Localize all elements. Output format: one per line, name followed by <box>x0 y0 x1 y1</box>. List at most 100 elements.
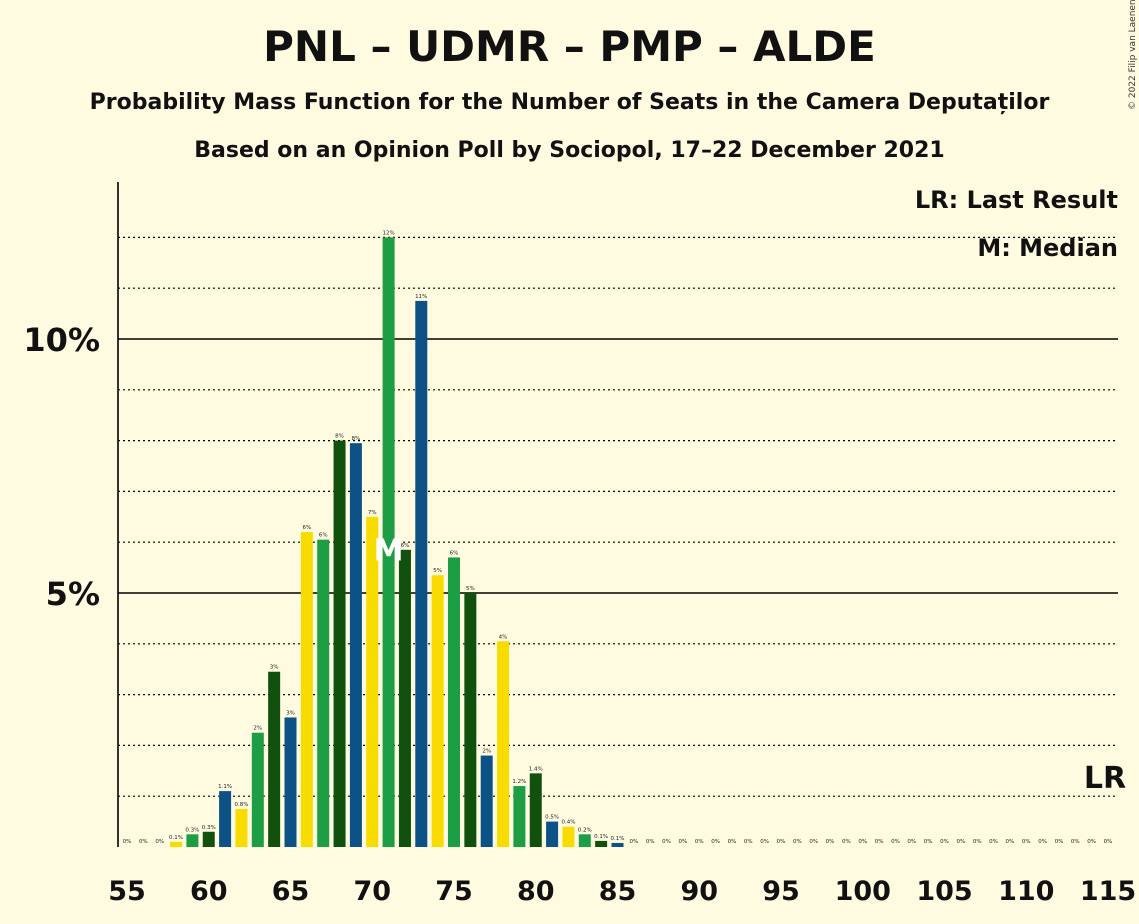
bar-seat-77 <box>480 755 493 847</box>
bar-label-seat-60: 0.3% <box>202 825 216 831</box>
bar-seat-82 <box>562 826 575 847</box>
bar-label-seat-115: 0% <box>1104 839 1113 845</box>
bar-label-seat-58: 0.1% <box>169 835 183 841</box>
bar-label-seat-107: 0% <box>973 839 982 845</box>
x-tick-label: 100 <box>835 876 891 907</box>
bar-label-seat-72: 6% <box>401 543 410 549</box>
bar-label-seat-90: 0% <box>695 839 704 845</box>
bar-label-seat-64: 3% <box>270 665 279 671</box>
bars <box>170 237 624 847</box>
bar-label-seat-88: 0% <box>662 839 671 845</box>
bar-label-seat-114: 0% <box>1087 839 1096 845</box>
x-tick-label: 85 <box>599 876 637 907</box>
bar-label-seat-55: 0% <box>123 839 132 845</box>
bar-seat-74 <box>431 575 444 847</box>
bar-label-seat-111: 0% <box>1038 839 1047 845</box>
bar-label-seat-65: 3% <box>286 710 295 716</box>
bar-seat-59 <box>186 834 199 847</box>
bar-seat-80 <box>529 773 542 847</box>
bar-value-labels: 0% 0% 0%0.1%0.3% 0.3%1.1%0.8%2%3%3%6%6%8% 8%… <box>123 230 1113 845</box>
bar-label-seat-91: 0% <box>711 839 720 845</box>
bar-label-seat-84: 0.1% <box>594 834 608 840</box>
bar-label-seat-76: 5% <box>466 586 475 592</box>
bar-seat-71 <box>382 237 395 847</box>
bar-seat-76 <box>464 593 477 847</box>
bar-label-seat-100: 0% <box>858 839 867 845</box>
gridlines <box>118 236 1118 797</box>
bar-label-seat-61: 1.1% <box>218 784 232 790</box>
x-tick-label: 65 <box>272 876 310 907</box>
x-tick-label: 60 <box>190 876 228 907</box>
chart-source-line: Based on an Opinion Poll by Sociopol, 17… <box>194 138 945 163</box>
y-tick-label: 10% <box>23 321 100 359</box>
bar-seat-58 <box>170 841 183 847</box>
bar-seat-73 <box>415 300 428 847</box>
bar-label-seat-98: 0% <box>826 839 835 845</box>
x-tick-label: 95 <box>762 876 800 907</box>
bar-label-seat-95: 0% <box>777 839 786 845</box>
bar-seat-63 <box>251 732 264 847</box>
bar-label-seat-109: 0% <box>1006 839 1015 845</box>
bar-seat-69 <box>349 443 362 847</box>
bar-seat-61 <box>219 791 232 847</box>
legend-median: M: Median <box>977 234 1118 262</box>
bar-seat-79 <box>513 786 526 847</box>
bar-label-seat-86: 0% <box>629 839 638 845</box>
bar-label-seat-108: 0% <box>989 839 998 845</box>
x-tick-label: 75 <box>435 876 473 907</box>
bar-seat-66 <box>300 532 313 847</box>
bar-seat-75 <box>448 557 460 847</box>
bar-label-seat-101: 0% <box>875 839 884 845</box>
bar-label-seat-99: 0% <box>842 839 851 845</box>
bar-label-seat-70: 7% <box>368 510 377 516</box>
bar-seat-72 <box>398 549 411 847</box>
bar-seat-84 <box>595 840 608 847</box>
legend-last-result: LR: Last Result <box>914 186 1118 214</box>
last-result-marker: LR <box>1084 761 1126 796</box>
bar-label-seat-97: 0% <box>809 839 818 845</box>
bar-label-seat-69: 8% <box>352 436 361 442</box>
bar-seat-83 <box>578 834 591 847</box>
x-tick-label: 115 <box>1080 876 1136 907</box>
bar-label-seat-82: 0.4% <box>561 820 575 826</box>
bar-seat-85 <box>611 842 624 847</box>
markers: M LR <box>374 533 1126 796</box>
x-tick-label: 70 <box>353 876 391 907</box>
bar-label-seat-56: 0% <box>139 839 148 845</box>
median-marker: M <box>374 533 404 568</box>
bar-label-seat-59: 0.3% <box>185 827 199 833</box>
x-tick-label: 90 <box>680 876 718 907</box>
bar-label-seat-79: 1.2% <box>512 779 526 785</box>
bar-label-seat-92: 0% <box>728 839 737 845</box>
bar-label-seat-77: 2% <box>482 749 491 755</box>
bar-label-seat-112: 0% <box>1055 839 1064 845</box>
bar-label-seat-81: 0.5% <box>545 815 559 821</box>
bar-seat-64 <box>268 671 281 847</box>
bar-label-seat-57: 0% <box>155 839 164 845</box>
bar-label-seat-83: 0.2% <box>578 827 592 833</box>
bar-seat-60 <box>202 831 215 847</box>
x-tick-label: 110 <box>998 876 1054 907</box>
bar-label-seat-68: 8% <box>335 434 344 440</box>
bar-seat-65 <box>284 717 297 847</box>
bar-label-seat-89: 0% <box>679 839 688 845</box>
bar-label-seat-94: 0% <box>760 839 769 845</box>
bar-label-seat-80: 1.4% <box>529 766 543 772</box>
bar-label-seat-71: 12% <box>382 230 394 236</box>
bar-seat-81 <box>546 821 559 847</box>
bar-seat-62 <box>235 808 248 847</box>
bar-label-seat-78: 4% <box>499 634 508 640</box>
x-tick-label: 55 <box>108 876 146 907</box>
bar-label-seat-93: 0% <box>744 839 753 845</box>
bar-label-seat-73: 11% <box>415 294 427 300</box>
bar-seat-70 <box>366 516 379 847</box>
bar-label-seat-113: 0% <box>1071 839 1080 845</box>
bar-seat-78 <box>497 641 510 847</box>
chart-title: PNL – UDMR – PMP – ALDE <box>263 22 876 71</box>
bar-label-seat-110: 0% <box>1022 839 1031 845</box>
x-tick-label: 80 <box>517 876 555 907</box>
bar-label-seat-104: 0% <box>924 839 933 845</box>
bar-seat-67 <box>317 539 330 847</box>
bar-label-seat-62: 0.8% <box>234 802 248 808</box>
